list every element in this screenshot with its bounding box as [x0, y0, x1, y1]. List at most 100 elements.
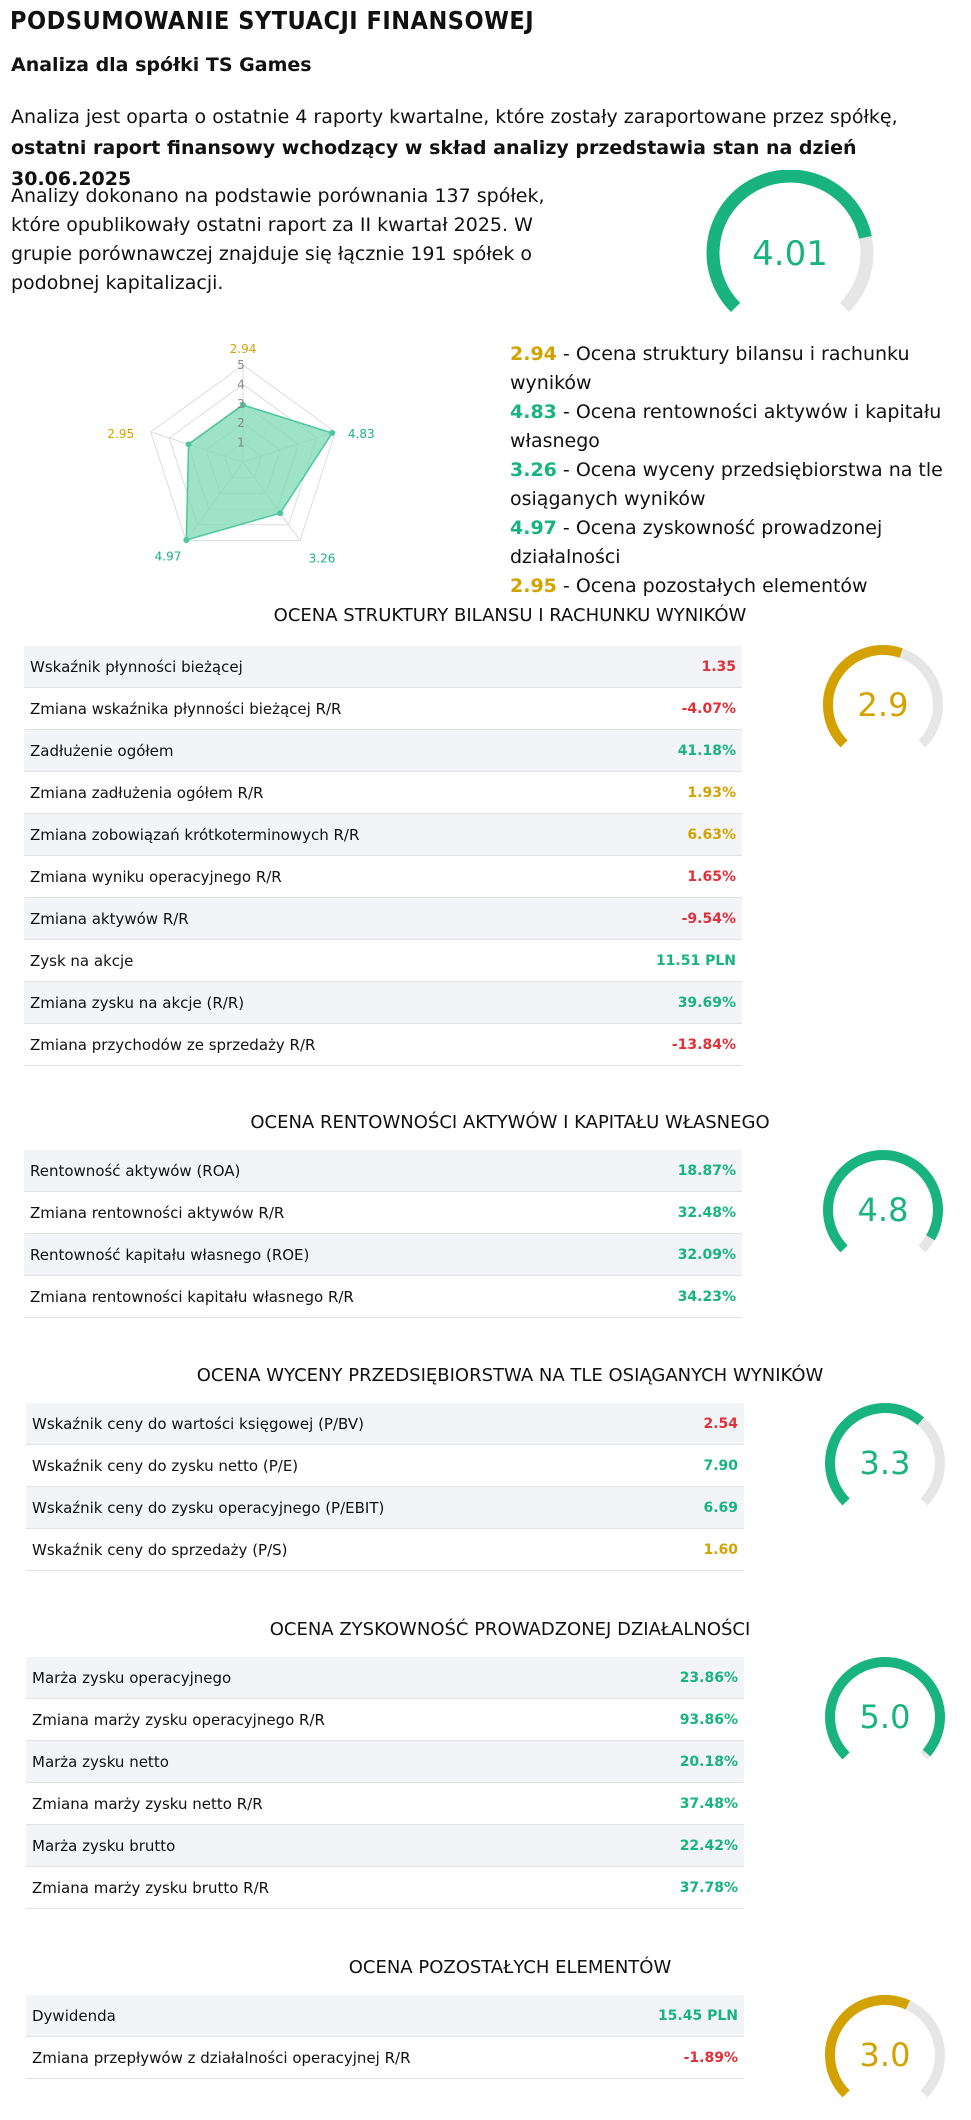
legend-item: 3.26 - Ocena wyceny przedsiębiorstwa na … — [510, 456, 970, 514]
metric-label: Rentowność aktywów (ROA) — [24, 1150, 580, 1192]
metric-label: Rentowność kapitału własnego (ROE) — [24, 1233, 580, 1276]
metrics-table: Wskaźnik płynności bieżącej 1.35 Zmiana ws… — [24, 646, 742, 1066]
table-row: Zmiana marży zysku operacyjnego R/R 93.86… — [26, 1698, 744, 1741]
metric-value: -13.84% — [580, 1023, 742, 1066]
table-row: Zmiana rentowności aktywów R/R 32.48% — [24, 1191, 742, 1234]
radar-scale-label: 5 — [237, 358, 245, 372]
metrics-table: Wskaźnik ceny do wartości księgowej (P/B… — [26, 1403, 744, 1571]
radar-scale-label: 1 — [237, 436, 245, 450]
metric-label: Zmiana zysku na akcje (R/R) — [24, 981, 580, 1024]
legend-text: - Ocena struktury bilansu i rachunku wyn… — [510, 343, 910, 394]
metric-value: 22.42% — [582, 1824, 744, 1867]
section-score-gauge: 2.9 — [823, 645, 943, 748]
metric-value: 1.93% — [580, 771, 742, 814]
legend-item: 4.97 - Ocena zyskowność prowadzonej dzia… — [510, 514, 970, 572]
metric-value: -4.07% — [580, 687, 742, 730]
legend-value: 4.97 — [510, 517, 557, 539]
radar-scale-label: 3 — [237, 397, 245, 411]
table-row: Wskaźnik płynności bieżącej 1.35 — [24, 646, 742, 688]
radar-axis-label: 2.94 — [230, 342, 257, 356]
gauge-score: 4.8 — [858, 1191, 909, 1229]
table-row: Zmiana zadłużenia ogółem R/R 1.93% — [24, 771, 742, 814]
table-row: Marża zysku operacyjnego 23.86% — [26, 1657, 744, 1699]
metric-value: 20.18% — [582, 1740, 744, 1783]
table-row: Wskaźnik ceny do zysku netto (P/E) 7.90 — [26, 1444, 744, 1487]
metrics-table: Marża zysku operacyjnego 23.86% Zmiana mar… — [26, 1657, 744, 1909]
table-row: Zmiana marży zysku brutto R/R 37.78% — [26, 1866, 744, 1909]
section-score-gauge: 3.3 — [825, 1403, 945, 1506]
table-row: Wskaźnik ceny do sprzedaży (P/S) 1.60 — [26, 1528, 744, 1571]
metric-label: Wskaźnik ceny do sprzedaży (P/S) — [26, 1528, 582, 1571]
metric-label: Marża zysku brutto — [26, 1824, 582, 1867]
metric-value: 32.09% — [580, 1233, 742, 1276]
radar-scale-label: 2 — [237, 416, 245, 430]
section-score-gauge: 3.0 — [825, 1995, 945, 2098]
metric-value: 18.87% — [580, 1150, 742, 1192]
table-row: Dywidenda 15.45 PLN — [26, 1995, 744, 2037]
metric-label: Zmiana przepływów z działalności operacy… — [26, 2036, 582, 2079]
analysis-paragraph: Analizy dokonano na podstawie porównania… — [11, 185, 545, 294]
gauge-score: 2.9 — [858, 686, 909, 724]
metric-label: Zmiana zadłużenia ogółem R/R — [24, 771, 580, 814]
metric-value: 6.69 — [582, 1486, 744, 1529]
table-row: Zmiana marży zysku netto R/R 37.48% — [26, 1782, 744, 1825]
gauge-score: 3.3 — [860, 1444, 911, 1482]
metric-label: Marża zysku operacyjnego — [26, 1657, 582, 1699]
metric-value: 1.35 — [580, 646, 742, 688]
radar-scale-label: 4 — [237, 377, 245, 391]
legend-value: 2.94 — [510, 343, 557, 365]
metric-value: 2.54 — [582, 1403, 744, 1445]
metric-label: Dywidenda — [26, 1995, 582, 2037]
intro-bold: ostatni raport finansowy wchodzący w skł… — [11, 137, 857, 190]
intro-paragraph: Analiza jest oparta o ostatnie 4 raporty… — [11, 102, 961, 195]
section-score-gauge: 4.8 — [823, 1150, 943, 1253]
table-row: Zmiana rentowności kapitału własnego R/R… — [24, 1275, 742, 1318]
section-title: OCENA ZYSKOWNOŚĆ PROWADZONEJ DZIAŁALNOŚC… — [269, 1619, 751, 1640]
gauge-score: 3.0 — [860, 2036, 911, 2074]
table-row: Zmiana przychodów ze sprzedaży R/R -13.84… — [24, 1023, 742, 1066]
table-row: Zmiana aktywów R/R -9.54% — [24, 897, 742, 940]
legend-text: - Ocena pozostałych elementów — [556, 575, 868, 597]
metric-label: Zmiana aktywów R/R — [24, 897, 580, 940]
metric-value: 39.69% — [580, 981, 742, 1024]
legend-text: - Ocena rentowności aktywów i kapitału w… — [510, 401, 942, 452]
gauge-score: 4.01 — [752, 234, 828, 274]
metric-value: 41.18% — [580, 729, 742, 772]
radar-point — [183, 537, 190, 544]
radar-axis-label: 2.95 — [107, 427, 134, 441]
legend-value: 2.95 — [510, 575, 557, 597]
metric-label: Zmiana wskaźnika płynności bieżącej R/R — [24, 687, 580, 730]
metric-label: Zmiana zobowiązań krótkoterminowych R/R — [24, 813, 580, 856]
metric-label: Wskaźnik ceny do zysku netto (P/E) — [26, 1444, 582, 1487]
radar-point — [329, 430, 336, 437]
metric-value: 1.65% — [580, 855, 742, 898]
metric-value: 37.78% — [582, 1866, 744, 1909]
metric-label: Zmiana marży zysku operacyjnego R/R — [26, 1698, 582, 1741]
metric-value: 6.63% — [580, 813, 742, 856]
table-row: Marża zysku netto 20.18% — [26, 1740, 744, 1783]
metric-label: Zmiana marży zysku brutto R/R — [26, 1866, 582, 1909]
metric-value: 34.23% — [580, 1275, 742, 1318]
radar-axis-label: 4.83 — [348, 427, 375, 441]
metric-label: Zadłużenie ogółem — [24, 729, 580, 772]
gauge-fill — [825, 1403, 924, 1506]
table-row: Zmiana przepływów z działalności operacy… — [26, 2036, 744, 2079]
section-title: OCENA RENTOWNOŚCI AKTYWÓW I KAPITAŁU WŁA… — [250, 1112, 770, 1133]
overall-score-gauge: 4.01 — [706, 170, 874, 313]
metric-value: 32.48% — [580, 1191, 742, 1234]
table-row: Zmiana wskaźnika płynności bieżącej R/R -… — [24, 687, 742, 730]
legend-item: 4.83 - Ocena rentowności aktywów i kapit… — [510, 398, 970, 456]
metric-value: 1.60 — [582, 1528, 744, 1571]
section-score-gauge: 5.0 — [825, 1657, 945, 1760]
gauge-fill — [823, 1150, 943, 1253]
radar-point — [240, 401, 246, 408]
table-row: Zysk na akcje 11.51 PLN — [24, 939, 742, 982]
legend-text: - Ocena zyskowność prowadzonej działalno… — [510, 517, 883, 568]
legend-item: 2.94 - Ocena struktury bilansu i rachunk… — [510, 340, 970, 398]
metrics-table: Dywidenda 15.45 PLN Zmiana przepływów z dz… — [26, 1995, 744, 2079]
table-row: Zadłużenie ogółem 41.18% — [24, 729, 742, 772]
gauge-score: 5.0 — [860, 1698, 911, 1736]
section-title: OCENA WYCENY PRZEDSIĘBIORSTWA NA TLE OSI… — [196, 1365, 824, 1386]
company-subtitle: Analiza dla spółki TS Games — [11, 54, 312, 76]
radar-axis-label: 4.97 — [155, 549, 182, 563]
